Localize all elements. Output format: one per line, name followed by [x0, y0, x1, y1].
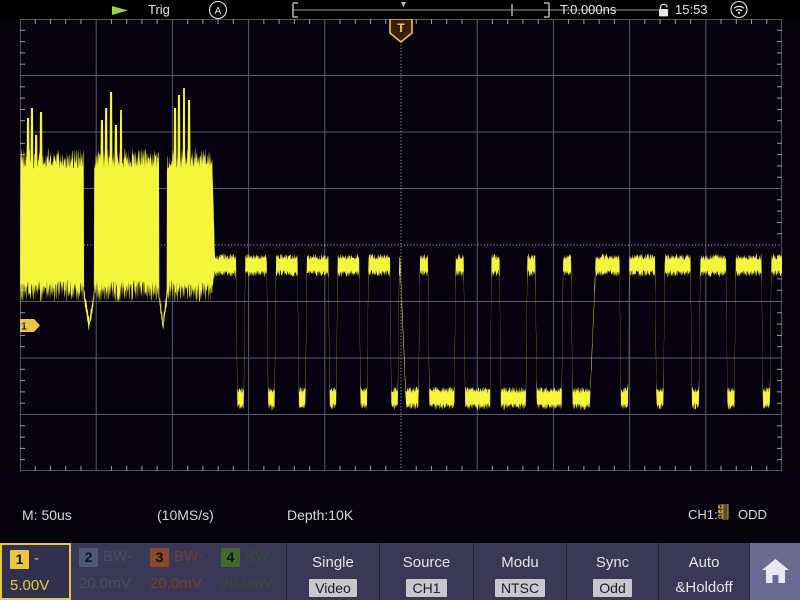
svg-text:A: A [215, 6, 222, 17]
svg-text:1: 1 [21, 321, 27, 332]
svg-text:T: T [397, 21, 405, 35]
